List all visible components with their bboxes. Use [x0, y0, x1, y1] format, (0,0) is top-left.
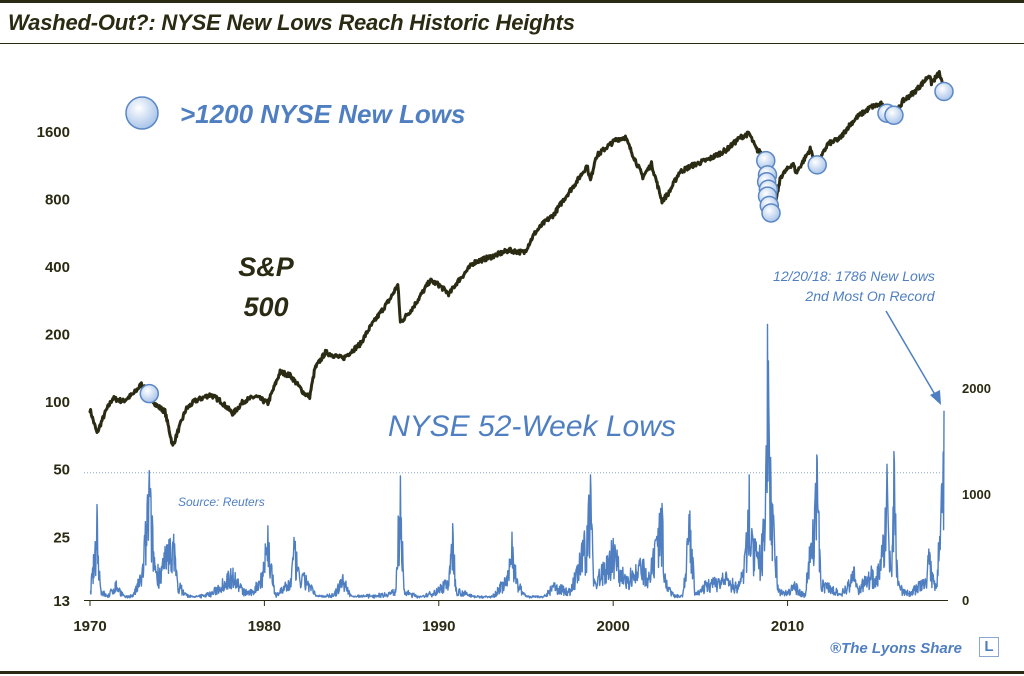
x-tick-label: 2010	[771, 618, 804, 635]
left-tick-label: 100	[45, 394, 70, 411]
left-tick-label: 25	[53, 529, 70, 546]
right-tick-label: 0	[962, 593, 969, 608]
highlight-markers	[139, 81, 954, 404]
new-lows-label: NYSE 52-Week Lows	[388, 410, 676, 443]
annotation-line1: 12/20/18: 1786 New Lows	[773, 268, 935, 284]
x-tick-label: 1990	[422, 618, 455, 635]
sp500-label-line2: 500	[243, 292, 288, 322]
source-note: Source: Reuters	[178, 495, 265, 509]
title-bar: Washed-Out?: NYSE New Lows Reach Histori…	[0, 0, 1024, 44]
left-tick-label: 50	[53, 462, 70, 479]
x-tick-label: 1970	[73, 618, 106, 635]
highlight-marker	[761, 203, 781, 223]
sp500-series	[88, 70, 946, 447]
legend-label: >1200 NYSE New Lows	[180, 99, 465, 129]
left-tick-label: 800	[45, 192, 70, 209]
left-tick-label: 1600	[37, 124, 70, 141]
highlight-marker	[139, 383, 160, 404]
right-tick-label: 1000	[962, 487, 991, 502]
new-lows-series	[89, 323, 945, 599]
bottom-rule	[0, 671, 1024, 674]
annotation-line2: 2nd Most On Record	[804, 288, 935, 304]
annotation-arrowhead	[930, 390, 941, 405]
left-tick-label: 13	[53, 593, 70, 610]
credit-text: ®The Lyons Share	[830, 640, 962, 657]
x-tick-label: 1980	[248, 618, 281, 635]
right-tick-label: 2000	[962, 381, 991, 396]
highlight-marker	[884, 105, 904, 126]
x-tick-label: 2000	[596, 618, 629, 635]
sp500-label-line1: S&P	[238, 252, 295, 282]
annotation-arrow	[885, 310, 938, 399]
highlight-marker	[934, 81, 954, 102]
left-tick-label: 400	[45, 259, 70, 276]
highlight-marker	[807, 155, 827, 175]
lyons-share-logo: L	[979, 637, 999, 657]
axes-group: 13 25 50 100 200 400 800 1600 0 1000 2000 1970 1980 1…	[37, 124, 991, 635]
left-tick-label: 200	[45, 327, 70, 344]
chart-title: Washed-Out?: NYSE New Lows Reach Histori…	[8, 10, 575, 35]
legend-marker	[125, 96, 159, 130]
